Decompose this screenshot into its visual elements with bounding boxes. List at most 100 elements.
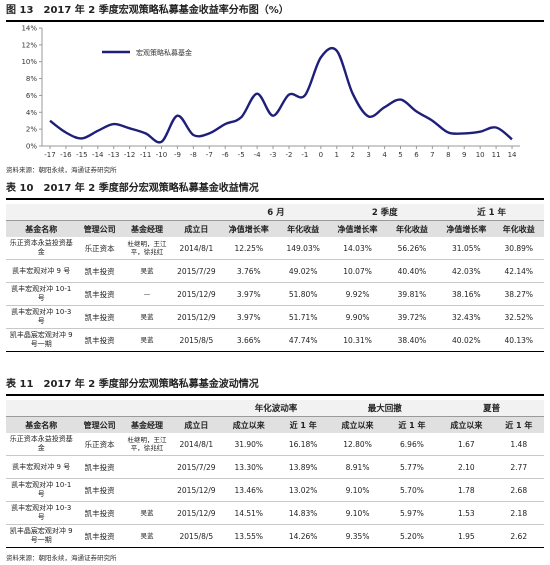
series-line bbox=[49, 47, 513, 144]
x-tick-label: 9 bbox=[462, 151, 466, 159]
value-cell: 2.68 bbox=[510, 485, 528, 495]
table-10-header: 表 10 2017 年 2 季度部分宏观策略私募基金收益情况 bbox=[6, 180, 544, 200]
company-cell: 乐正资本 bbox=[84, 243, 115, 253]
fund-name-cell: 凯丰宏观对冲 10-1 号 bbox=[11, 481, 72, 498]
value-cell: 12.25% bbox=[234, 243, 264, 253]
value-cell: 1.78 bbox=[457, 485, 475, 495]
x-tick-label: -15 bbox=[76, 151, 87, 159]
y-tick-label: 6% bbox=[26, 92, 37, 100]
fund-name-cell: 凯丰宏观对冲 9 号 bbox=[12, 462, 71, 471]
company-cell: 凯丰投资 bbox=[84, 531, 115, 541]
value-cell: 1.53 bbox=[457, 508, 475, 518]
value-cell: 2015/12/9 bbox=[177, 508, 216, 518]
value-cell: 2015/12/9 bbox=[177, 312, 216, 322]
x-tick-label: -13 bbox=[108, 151, 119, 159]
company-cell: 凯丰投资 bbox=[84, 485, 115, 495]
manager-cell: 杜继明，王江平，徐兆红 bbox=[127, 240, 167, 256]
x-tick-label: -8 bbox=[190, 151, 197, 159]
table-10: 6 月 2 季度 近 1 年 基金名称 管理公司 基金经理 成立日 净值增长率 … bbox=[6, 204, 544, 352]
y-tick-label: 0% bbox=[26, 143, 37, 151]
value-cell: 2015/7/29 bbox=[177, 266, 216, 276]
value-cell: 3.76% bbox=[236, 266, 261, 276]
fund-name-cell: 乐正资本永益投资基金 bbox=[9, 239, 73, 256]
column-header: 年化收益 bbox=[275, 220, 331, 237]
value-cell: 13.89% bbox=[288, 462, 318, 472]
value-cell: 51.71% bbox=[288, 312, 318, 322]
table-row: 凯丰宏观对冲 9 号 凯丰投资 吴蓝 2015/7/29 3.76% 49.02% 10.0… bbox=[6, 260, 544, 283]
manager-cell bbox=[123, 479, 171, 502]
manager-cell bbox=[123, 456, 171, 479]
table-source: 资料来源：朝阳永续，海通证券研究所 bbox=[6, 554, 117, 562]
value-cell: 42.14% bbox=[504, 266, 534, 276]
legend-label: 宏观策略私募基金 bbox=[136, 48, 192, 57]
value-cell: 2.62 bbox=[510, 531, 528, 541]
value-cell: 42.03% bbox=[452, 266, 481, 276]
table-label: 表 10 bbox=[6, 183, 34, 194]
value-cell: 9.92% bbox=[345, 289, 370, 299]
fund-name-cell: 乐正资本永益投资基金 bbox=[9, 435, 73, 452]
company-cell: 凯丰投资 bbox=[84, 312, 115, 322]
value-cell: 49.02% bbox=[288, 266, 318, 276]
column-header: 近 1 年 bbox=[384, 416, 440, 433]
x-tick-label: 1 bbox=[335, 151, 339, 159]
value-cell: 14.51% bbox=[234, 508, 264, 518]
value-cell: 5.77% bbox=[400, 462, 424, 472]
manager-cell: 吴蓝 bbox=[140, 509, 154, 517]
y-tick-label: 4% bbox=[26, 109, 37, 117]
column-header: 成立以来 bbox=[330, 416, 385, 433]
column-header: 基金名称 bbox=[6, 220, 77, 237]
column-header: 成立日 bbox=[171, 220, 222, 237]
value-cell: 30.89% bbox=[504, 243, 534, 253]
value-cell: 9.10% bbox=[345, 508, 370, 518]
value-cell: 2014/8/1 bbox=[179, 439, 214, 449]
value-cell: 40.40% bbox=[397, 266, 427, 276]
column-header: 管理公司 bbox=[76, 220, 123, 237]
x-tick-label: 14 bbox=[508, 151, 517, 159]
x-tick-label: -12 bbox=[124, 151, 135, 159]
chart-svg: 0%2%4%6%8%10%12%14%-17 -16 -15 -14 -13 -12 -11… bbox=[21, 25, 520, 159]
table-11: 年化波动率 最大回撤 夏普 基金名称 管理公司 基金经理 成立日 成立以来 近 … bbox=[6, 400, 544, 548]
column-header: 净值增长率 bbox=[330, 220, 385, 237]
value-cell: 2.10 bbox=[457, 462, 475, 472]
column-header: 年化收益 bbox=[493, 220, 544, 237]
value-cell: 14.26% bbox=[288, 531, 318, 541]
value-cell: 2015/12/9 bbox=[177, 289, 216, 299]
figure-source: 资料来源：朝阳永续，海通证券研究所 bbox=[6, 166, 117, 174]
value-cell: 38.16% bbox=[452, 289, 481, 299]
value-cell: 10.07% bbox=[343, 266, 372, 276]
table-row: 凯丰晶宸宏观对冲 9 号一期 凯丰投资 吴蓝 2015/8/5 13.55% 14.26%… bbox=[6, 525, 544, 548]
value-cell: 1.95 bbox=[457, 531, 475, 541]
value-cell: 56.26% bbox=[397, 243, 427, 253]
group-header: 6 月 bbox=[221, 204, 331, 221]
value-cell: 9.35% bbox=[345, 531, 370, 541]
column-header: 管理公司 bbox=[76, 416, 123, 433]
value-cell: 51.80% bbox=[288, 289, 318, 299]
column-header: 成立以来 bbox=[221, 416, 276, 433]
value-cell: 38.27% bbox=[504, 289, 534, 299]
value-cell: 38.40% bbox=[397, 335, 427, 345]
return-distribution-chart: 0% 2% 4% 6% 8% 10% 12% 14% -17 -16 -15 -14 -13 -12 -11… bbox=[6, 22, 544, 164]
table-row: 乐正资本永益投资基金 乐正资本 杜继明，王江平，徐兆红 2014/8/1 31.90% 1… bbox=[6, 433, 544, 456]
value-cell: 40.13% bbox=[504, 335, 534, 345]
x-tick-label: -11 bbox=[140, 151, 151, 159]
value-cell: 5.97% bbox=[400, 508, 424, 518]
value-cell: 40.02% bbox=[452, 335, 481, 345]
fund-name-cell: 凯丰宏观对冲 10-1 号 bbox=[11, 285, 72, 302]
x-tick-label: 6 bbox=[414, 151, 419, 159]
x-tick-label: -1 bbox=[301, 151, 308, 159]
manager-cell: 吴蓝 bbox=[140, 267, 154, 275]
column-header: 基金经理 bbox=[122, 416, 172, 433]
value-cell: 3.66% bbox=[236, 335, 261, 345]
x-tick-label: 5 bbox=[398, 151, 402, 159]
value-cell: 5.20% bbox=[400, 531, 424, 541]
value-cell: 32.43% bbox=[452, 312, 481, 322]
x-tick-label: -4 bbox=[254, 151, 262, 159]
value-cell: 16.18% bbox=[288, 439, 318, 449]
group-header: 夏普 bbox=[439, 400, 544, 417]
value-cell: 31.90% bbox=[234, 439, 264, 449]
company-cell: 乐正资本 bbox=[84, 439, 115, 449]
x-tick-label: 11 bbox=[492, 151, 501, 159]
group-header: 2 季度 bbox=[330, 204, 440, 221]
fund-name-cell: 凯丰宏观对冲 9 号 bbox=[12, 266, 71, 275]
value-cell: 13.02% bbox=[288, 485, 318, 495]
